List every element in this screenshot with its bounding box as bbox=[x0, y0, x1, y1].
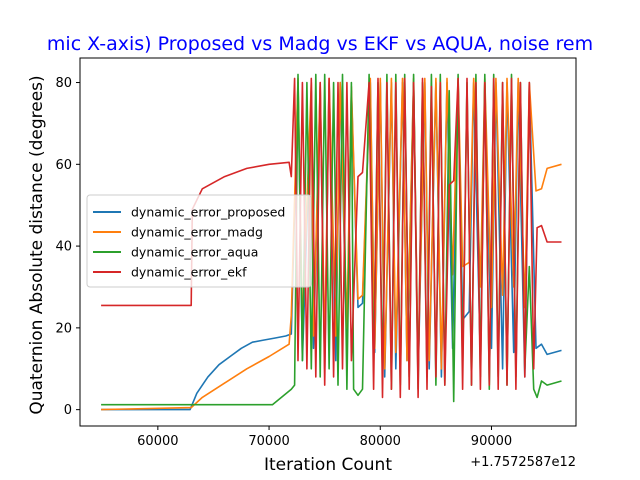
y-tick-label: 80 bbox=[55, 76, 72, 91]
plot-lines bbox=[101, 73, 562, 411]
legend-label-aqua: dynamic_error_aqua bbox=[131, 245, 258, 260]
axes: 60000 70000 80000 90000 0 20 40 60 80 bbox=[55, 76, 512, 449]
x-tick-label: 80000 bbox=[360, 434, 401, 449]
chart-title: mic X-axis) Proposed vs Madg vs EKF vs A… bbox=[47, 33, 593, 55]
legend-box bbox=[86, 194, 312, 288]
axes-frame bbox=[79, 57, 577, 427]
legend: dynamic_error_proposed dynamic_error_mad… bbox=[86, 194, 312, 288]
x-axis-label: Iteration Count bbox=[264, 455, 392, 475]
legend-label-proposed: dynamic_error_proposed bbox=[131, 205, 285, 220]
x-offset-label: +1.7572587e12 bbox=[470, 455, 576, 470]
x-tick-label: 70000 bbox=[248, 434, 289, 449]
legend-label-ekf: dynamic_error_ekf bbox=[131, 265, 247, 280]
x-tick-label: 60000 bbox=[137, 434, 178, 449]
series-line-dynamic-error-ekf bbox=[101, 77, 562, 399]
y-tick-label: 60 bbox=[55, 158, 72, 173]
y-tick-label: 0 bbox=[64, 403, 72, 418]
y-tick-label: 20 bbox=[55, 321, 72, 336]
legend-label-madg: dynamic_error_madg bbox=[131, 225, 263, 240]
y-axis-label: Quaternion Absolute distance (degrees) bbox=[27, 75, 47, 414]
plot-frame bbox=[79, 57, 577, 427]
y-tick-label: 40 bbox=[55, 240, 72, 255]
x-tick-label: 90000 bbox=[471, 434, 512, 449]
